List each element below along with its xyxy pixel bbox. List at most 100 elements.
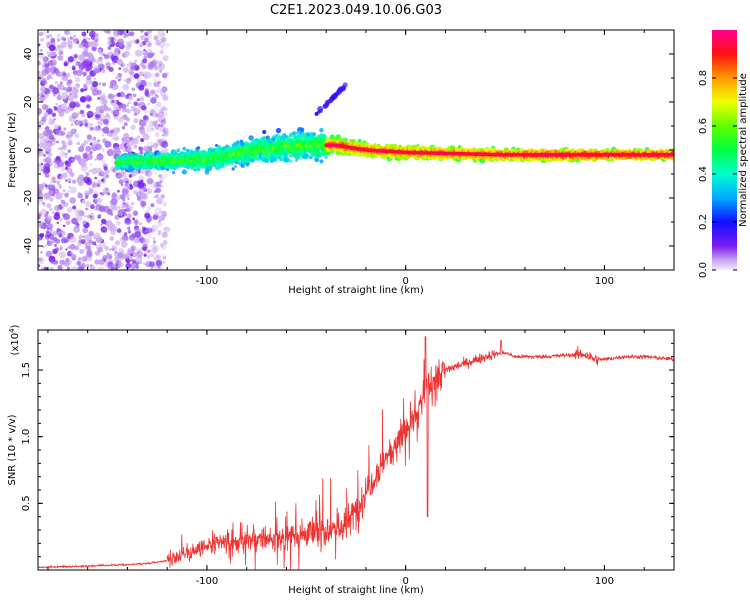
noise-dot	[153, 189, 157, 194]
noise-dot	[158, 125, 166, 132]
noise-dot	[41, 38, 45, 42]
noise-dot	[147, 30, 152, 34]
noise-dot	[129, 74, 135, 79]
noise-dot	[65, 248, 68, 251]
band-dot	[181, 169, 187, 175]
noise-dot	[162, 132, 168, 137]
noise-dot	[85, 66, 91, 72]
noise-dot	[78, 43, 84, 48]
noise-dot	[145, 118, 149, 123]
noise-dot	[155, 73, 159, 77]
noise-dot	[149, 227, 155, 233]
noise-dot	[80, 239, 86, 245]
noise-dot	[46, 50, 51, 55]
noise-dot	[56, 140, 59, 144]
noise-dot	[101, 148, 105, 152]
noise-dot	[152, 253, 159, 260]
noise-dot	[138, 71, 144, 77]
noise-dot	[88, 37, 91, 40]
noise-dot	[122, 253, 129, 259]
noise-dot	[47, 184, 51, 188]
noise-dot	[136, 135, 141, 140]
noise-dot	[102, 254, 108, 261]
noise-dot	[94, 176, 97, 180]
noise-dot	[136, 98, 140, 102]
noise-dot	[116, 221, 121, 226]
noise-dot	[49, 197, 54, 202]
noise-dot	[65, 155, 68, 159]
noise-dot	[56, 227, 61, 232]
noise-dot	[57, 84, 62, 89]
noise-dot	[94, 259, 100, 265]
noise-dot	[47, 53, 52, 58]
noise-dot	[86, 110, 94, 118]
noise-dot	[150, 97, 157, 104]
noise-dot	[104, 140, 112, 148]
noise-dot	[116, 260, 119, 264]
noise-dot	[55, 192, 63, 200]
noise-dot	[143, 48, 146, 52]
noise-dot	[147, 52, 154, 59]
noise-dot	[81, 157, 87, 164]
noise-dot	[75, 77, 81, 83]
noise-dot	[111, 247, 115, 251]
noise-dot	[160, 45, 165, 51]
noise-dot	[38, 200, 42, 205]
noise-dot	[118, 41, 124, 47]
noise-dot	[56, 38, 61, 42]
noise-dot	[44, 184, 48, 188]
noise-dot	[56, 56, 60, 59]
noise-dot	[71, 112, 79, 119]
noise-dot	[101, 218, 107, 225]
noise-dot	[160, 119, 167, 125]
noise-dot	[56, 94, 62, 101]
noise-dot	[43, 192, 51, 200]
noise-dot	[130, 267, 135, 270]
noise-dot	[58, 251, 66, 259]
noise-dot	[123, 50, 130, 57]
noise-dot	[157, 230, 162, 235]
noise-dot	[123, 122, 128, 127]
noise-dot	[131, 206, 134, 209]
noise-dot	[88, 187, 94, 193]
noise-dot	[87, 214, 91, 219]
noise-dot	[155, 194, 159, 198]
noise-dot	[114, 250, 118, 254]
noise-dot	[118, 262, 124, 268]
band-dot	[284, 157, 290, 163]
noise-dot	[118, 247, 124, 253]
noise-dot	[74, 154, 79, 159]
noise-dot	[74, 133, 80, 139]
noise-dot	[42, 79, 48, 86]
noise-dot	[97, 216, 100, 219]
noise-dot	[62, 87, 67, 91]
noise-dot	[99, 51, 104, 56]
noise-dot	[146, 233, 152, 239]
noise-dot	[53, 180, 56, 184]
noise-dot	[113, 30, 121, 37]
noise-dot	[135, 39, 140, 44]
noise-dot	[102, 187, 110, 195]
noise-dot	[46, 92, 51, 96]
noise-dot	[119, 194, 126, 200]
noise-dot	[154, 181, 160, 187]
noise-dot	[117, 78, 121, 82]
noise-dot	[72, 38, 75, 41]
noise-dot	[76, 41, 80, 44]
noise-dot	[160, 146, 168, 154]
noise-dot	[122, 137, 126, 141]
noise-dot	[70, 265, 78, 270]
noise-dot	[146, 177, 154, 185]
noise-dot	[164, 42, 170, 48]
noise-dot	[65, 134, 69, 138]
noise-dot	[137, 188, 145, 196]
noise-dot	[94, 232, 100, 239]
noise-dot	[84, 234, 91, 241]
noise-dot	[42, 142, 48, 148]
noise-dot	[150, 108, 156, 114]
noise-dot	[57, 166, 60, 169]
noise-dot	[152, 214, 158, 220]
noise-dot	[160, 36, 167, 43]
noise-dot	[39, 48, 43, 53]
